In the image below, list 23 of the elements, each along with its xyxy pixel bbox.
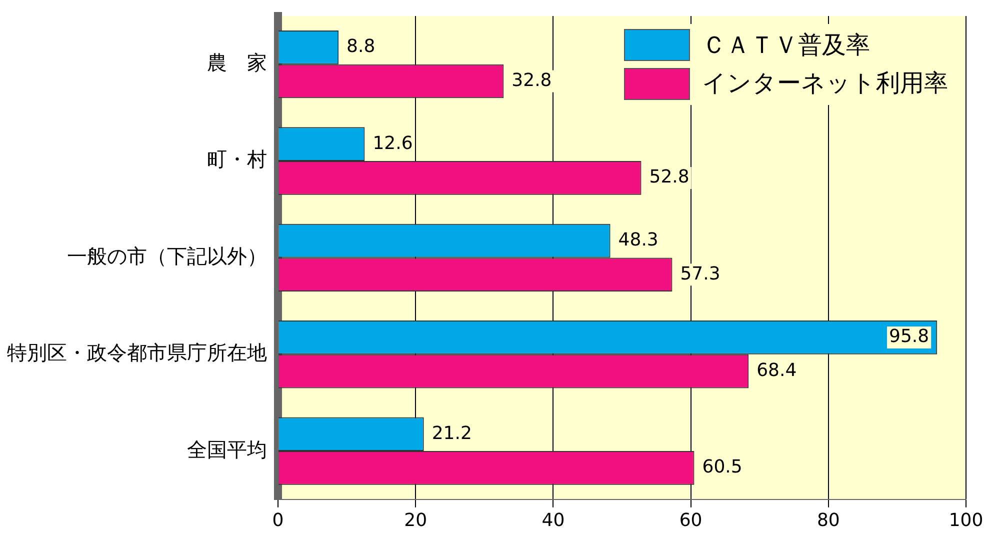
data-label: 57.3 <box>680 263 720 284</box>
legend-label: ＣＡＴＶ普及率 <box>702 30 870 61</box>
x-tick-label: 80 <box>816 510 840 531</box>
data-label: 68.4 <box>756 360 797 381</box>
x-tick-label: 20 <box>404 510 428 531</box>
y-tick-label: 町・村 <box>207 147 267 172</box>
data-label: 8.8 <box>346 36 376 58</box>
x-tick-label: 100 <box>948 510 984 531</box>
x-tick-label: 60 <box>679 510 702 531</box>
y-tick-label: 農 家 <box>207 50 267 75</box>
x-tick-label: 40 <box>542 510 565 531</box>
data-label: 12.6 <box>372 132 413 154</box>
y-tick-label: 全国平均 <box>187 437 267 462</box>
data-label: 95.8 <box>889 326 930 348</box>
data-label: 21.2 <box>432 422 472 444</box>
y-tick-label: 特別区・政令都市県庁所在地 <box>7 340 267 365</box>
data-label: 60.5 <box>702 456 742 478</box>
data-label: 48.3 <box>618 229 658 250</box>
legend-label: インターネット利用率 <box>702 68 948 100</box>
y-tick-label: 一般の市（下記以外） <box>67 244 267 268</box>
x-tick-label: 0 <box>272 510 284 531</box>
data-label: 32.8 <box>512 70 552 91</box>
data-label: 52.8 <box>649 166 690 188</box>
